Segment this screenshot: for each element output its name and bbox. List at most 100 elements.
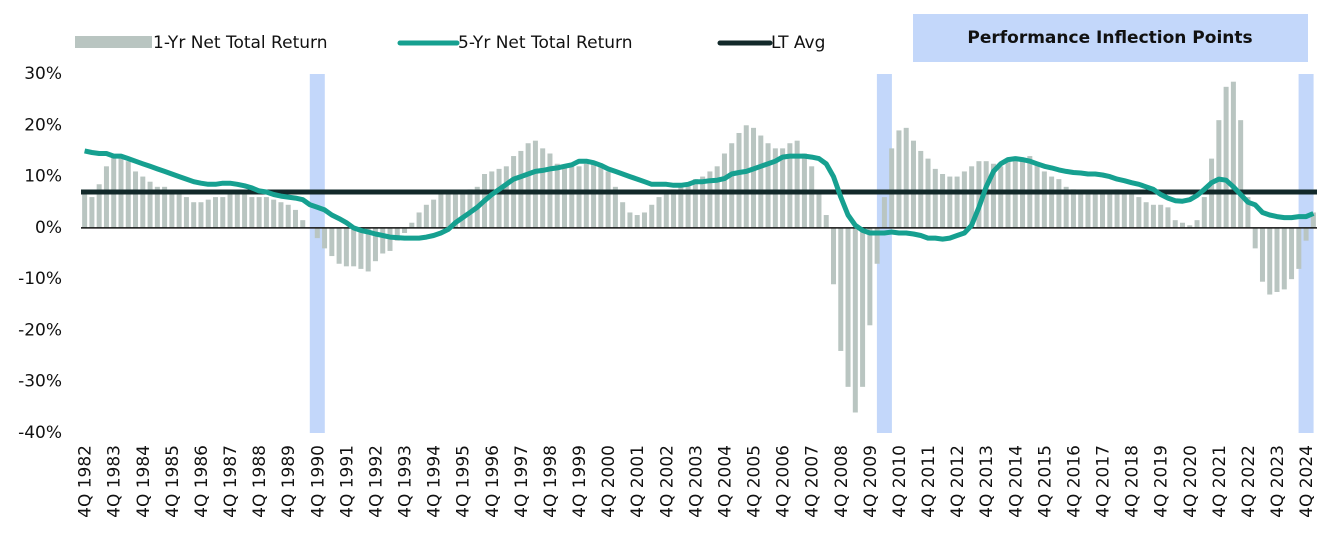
bar	[198, 202, 204, 228]
bar	[372, 227, 378, 262]
inflection-legend-box	[913, 14, 1308, 62]
x-tick-label: 4Q 2019	[1152, 445, 1172, 518]
bar	[910, 140, 916, 228]
bar	[932, 168, 938, 228]
bar	[729, 143, 735, 228]
bar	[998, 166, 1004, 228]
bar	[431, 199, 437, 228]
x-tick-label: 4Q 1995	[454, 445, 474, 518]
x-tick-label: 4Q 2000	[599, 445, 619, 518]
bar	[1238, 120, 1244, 228]
inflection-band	[309, 74, 325, 433]
bar	[954, 176, 960, 228]
x-tick-label: 4Q 2022	[1239, 445, 1259, 518]
bar	[1078, 191, 1084, 228]
x-tick-label: 4Q 2023	[1268, 445, 1288, 518]
x-tick-label: 4Q 2014	[1006, 445, 1026, 518]
bar	[961, 171, 967, 228]
y-tick-label: 0%	[35, 218, 62, 238]
bar	[889, 148, 895, 228]
bar	[591, 161, 597, 228]
bar	[976, 161, 982, 228]
bar	[176, 194, 182, 228]
x-tick-label: 4Q 2001	[628, 445, 648, 518]
bar	[263, 197, 269, 228]
bar	[191, 202, 197, 228]
bar	[845, 227, 851, 387]
bar	[82, 191, 88, 228]
bar	[96, 184, 102, 228]
inflection-legend-label: Performance Inflection Points	[967, 28, 1252, 48]
bar	[947, 176, 953, 228]
x-tick-label: 4Q 1998	[541, 445, 561, 518]
x-tick-label: 4Q 1988	[250, 445, 270, 518]
bar	[1107, 191, 1113, 228]
bar	[583, 163, 589, 228]
bar	[772, 148, 778, 228]
bar	[365, 227, 371, 272]
bar	[874, 227, 880, 264]
bar	[1216, 120, 1222, 228]
x-tick-label: 4Q 1984	[134, 445, 154, 518]
bar	[751, 127, 757, 228]
x-tick-label: 4Q 1996	[483, 445, 503, 518]
bar	[1245, 197, 1251, 228]
bar	[692, 179, 698, 228]
bar	[787, 143, 793, 228]
bar	[489, 171, 495, 228]
bar	[125, 161, 131, 228]
bar	[220, 197, 226, 228]
bar	[183, 197, 189, 228]
bar	[234, 194, 240, 228]
bar	[881, 197, 887, 228]
bar	[1056, 179, 1062, 228]
x-tick-label: 4Q 2013	[977, 445, 997, 518]
legend-label: 5-Yr Net Total Return	[458, 33, 632, 53]
bar	[634, 215, 640, 228]
bar	[1179, 222, 1185, 228]
bar	[867, 227, 873, 326]
x-tick-label: 4Q 2006	[774, 445, 794, 518]
bar	[554, 163, 560, 228]
bar	[336, 227, 342, 264]
bar	[758, 135, 764, 228]
x-tick-label: 4Q 2012	[948, 445, 968, 518]
line-series	[84, 148, 1315, 242]
x-tick-label: 4Q 1989	[279, 445, 299, 518]
bar	[242, 194, 248, 228]
y-tick-label: 10%	[24, 167, 62, 187]
bar	[569, 166, 575, 228]
bar	[852, 227, 858, 413]
bar	[605, 171, 611, 228]
x-tick-label: 4Q 1985	[163, 445, 183, 518]
bar	[285, 204, 291, 228]
x-tick-label: 4Q 1997	[512, 445, 532, 518]
bar	[1041, 171, 1047, 228]
bar	[380, 227, 386, 254]
bar	[700, 176, 706, 228]
bar	[743, 125, 749, 228]
bar	[1289, 227, 1295, 280]
bar	[423, 204, 429, 228]
x-tick-label: 4Q 1990	[308, 445, 328, 518]
bar	[823, 215, 829, 228]
y-tick-label: -40%	[18, 423, 62, 443]
x-tick-label: 4Q 1993	[396, 445, 416, 518]
x-tick-label: 4Q 2011	[919, 445, 939, 518]
y-tick-label: 30%	[24, 64, 62, 84]
bar	[794, 140, 800, 228]
x-tick-label: 4Q 2008	[832, 445, 852, 518]
bar	[532, 140, 538, 228]
bar	[1150, 204, 1156, 228]
bar	[598, 166, 604, 228]
y-tick-label: 20%	[24, 115, 62, 135]
x-tick-label: 4Q 2004	[715, 445, 735, 518]
bar	[1194, 220, 1200, 228]
bar	[162, 186, 168, 228]
bar	[140, 176, 146, 228]
bar	[860, 227, 866, 387]
bar	[452, 191, 458, 228]
bar	[445, 191, 451, 228]
bar	[649, 204, 655, 228]
bar	[249, 197, 255, 228]
